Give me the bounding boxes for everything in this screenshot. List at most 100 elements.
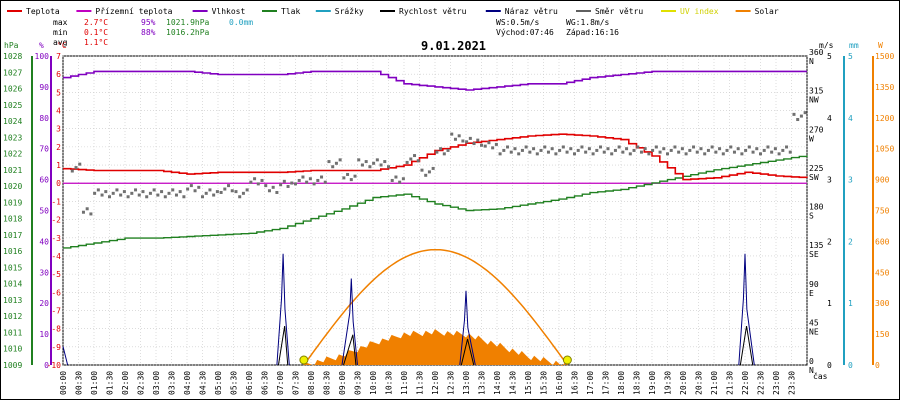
time-tick: 12:00 [431,371,440,395]
solar-tick: 300 [875,299,890,308]
temp-tick: 6 [56,70,61,79]
wind-direction-point [320,175,324,179]
wind-direction-point [245,188,249,192]
direction-tick: 270 [809,125,824,134]
time-tick: 13:30 [478,371,487,395]
legend-item: Tlak [281,7,300,16]
wind-direction-point [762,148,766,152]
rain-tick: 2 [848,237,853,246]
wind-direction-point [424,173,428,177]
wind-direction-point [465,140,469,144]
stat-wg: WG:1.8m/s [566,18,610,27]
wind-direction-point [122,190,126,194]
time-tick: 05:00 [214,371,223,395]
wind-direction-point [104,190,108,194]
wind-direction-point [368,165,372,169]
wind-direction-point [472,142,476,146]
plot-area [62,55,808,366]
wind-direction-point [539,148,543,152]
stat-max-rain: 0.0mm [229,18,253,27]
time-tick: 11:30 [416,371,425,395]
direction-label: W [809,134,814,143]
wind-direction-point [431,166,435,170]
temp-tick: 5 [56,88,61,97]
wind-direction-point [96,188,100,192]
wind-direction-point [773,147,777,151]
wind-direction-point [747,145,751,149]
legend-item: Směr větru [595,7,643,16]
wind-gust-spike [738,253,755,366]
time-tick: 06:00 [245,371,254,395]
wind-direction-point [126,195,130,199]
time-tick: 22:30 [757,371,766,395]
wind-direction-point [584,150,588,154]
wind-direction-point [227,184,231,188]
time-tick: 07:30 [292,371,301,395]
wind-gust-spike [341,278,358,366]
wind-tick: 5 [827,52,832,61]
wind-direction-point [528,150,532,154]
direction-label: S [809,212,814,221]
wind-direction-point [513,147,517,151]
stat-max-label: max [53,18,68,27]
wind-direction-point [294,182,297,186]
wind-direction-point [152,188,156,192]
time-tick: 01:00 [90,371,99,395]
humidity-unit: % [39,41,44,50]
stat-ws: WS:0.5m/s [496,18,540,27]
time-tick: 00:00 [59,371,68,395]
wind-direction-point [506,145,510,149]
wind-direction-point [182,195,186,199]
wind-speed-spike [343,334,357,366]
wind-direction-point [535,152,539,156]
wind-direction-point [751,150,755,154]
wind-direction-point [576,148,580,152]
solar-tick: 0 [875,361,880,370]
wind-direction-point [688,148,692,152]
temp-tick: -4 [51,252,61,261]
wind-direction-point [792,112,796,116]
stat-min-press: 1016.2hPa [166,28,210,37]
wind-direction-point [141,190,145,194]
wind-speed-spike [460,338,475,366]
wind-tick: 0 [827,361,832,370]
time-tick: 10:30 [385,371,394,395]
wind-direction-point [290,181,294,185]
pressure-tick: 1026 [3,85,22,94]
direction-label: N [809,57,814,66]
pressure-tick: 1016 [3,247,22,256]
wind-direction-point [732,150,736,154]
direction-tick: 0 [809,357,814,366]
wind-direction-point [78,162,82,166]
wind-tick: 1 [827,299,832,308]
direction-label: SW [809,173,819,182]
wind-direction-point [212,193,216,197]
direction-tick: 225 [809,164,824,173]
humidity-tick: 70 [39,145,49,154]
wind-direction-point [669,148,673,152]
wind-direction-point [439,147,443,151]
wind-direction-point [312,182,316,186]
wind-direction-point [253,177,257,181]
wind-direction-point [435,150,439,154]
time-tick: 12:30 [447,371,456,395]
humidity-tick: 90 [39,83,49,92]
pressure-tick: 1014 [3,280,22,289]
wind-direction-point [487,141,491,145]
wind-direction-point [703,152,707,156]
wind-direction-point [387,165,390,169]
wind-direction-point [658,150,662,154]
wind-direction-point [286,184,290,188]
wind-direction-point [93,191,97,195]
wind-direction-point [427,170,431,174]
wind-direction-point [297,178,301,182]
wind-direction-point [561,145,565,149]
wind-direction-point [699,147,703,151]
grid [62,55,808,366]
temp-tick: -5 [51,270,61,279]
wind-direction-point [134,188,138,192]
solar-tick: 1500 [875,52,894,61]
wind-direction-point [450,132,454,136]
wind-gust-spike [62,346,69,366]
wind-direction-point [364,160,368,164]
